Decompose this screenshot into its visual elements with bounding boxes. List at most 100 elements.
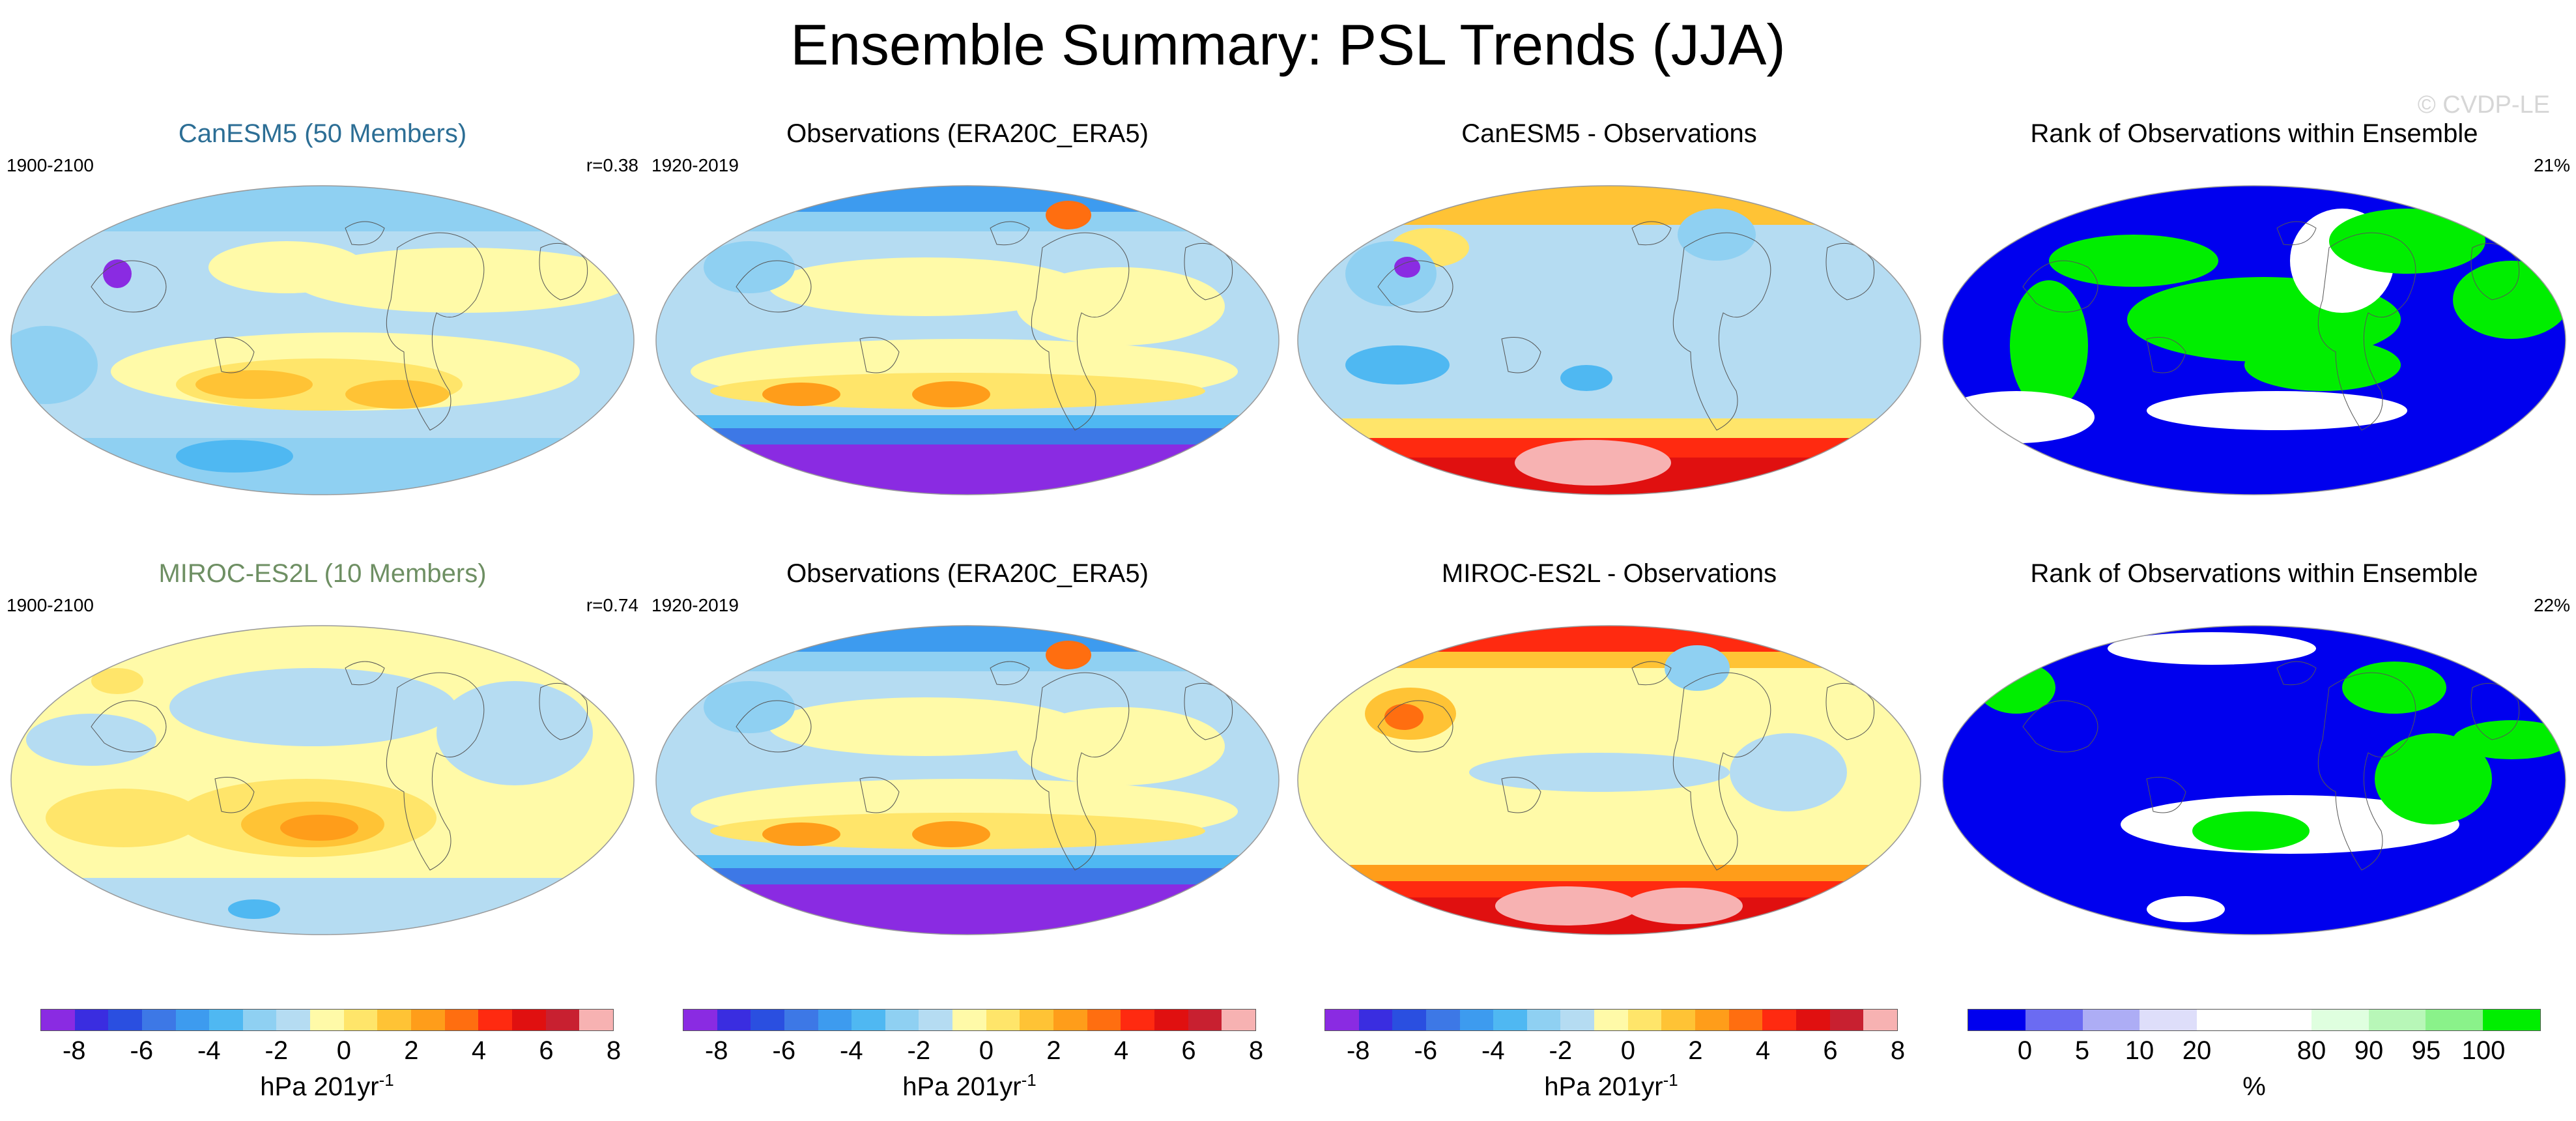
panel-stat-label: r=0.74 xyxy=(586,595,638,615)
map-panel-2-4: Rank of Observations within Ensemble 22% xyxy=(1938,557,2570,961)
figure-title: Ensemble Summary: PSL Trends (JJA) xyxy=(790,12,1786,77)
colorbar-swatch xyxy=(511,1010,546,1030)
field-band xyxy=(656,855,1279,868)
coastline-outline xyxy=(1377,661,1875,871)
field-anomaly xyxy=(762,383,840,406)
field-anomaly xyxy=(26,714,156,766)
field-anomaly xyxy=(1345,345,1450,385)
colorbar-swatch xyxy=(818,1010,852,1030)
coastline-outline xyxy=(1377,221,1875,431)
colorbar-swatch xyxy=(175,1010,210,1030)
colorbar-swatch xyxy=(2140,1010,2197,1030)
colorbar-swatch xyxy=(411,1010,445,1030)
colorbar-swatch xyxy=(784,1010,818,1030)
colorbar-tick-label: -2 xyxy=(907,1036,931,1065)
colorbar-swatch xyxy=(108,1010,142,1030)
colorbar-swatch xyxy=(1121,1010,1154,1030)
colorbar-tick-label: 0 xyxy=(336,1036,351,1065)
map-panel-2-3: MIROC-ES2L - Observations xyxy=(1293,557,1925,961)
field-anomaly xyxy=(1384,704,1424,730)
colorbar-tick-label: -8 xyxy=(704,1036,728,1065)
colorbar-swatch xyxy=(1053,1010,1087,1030)
field-anomaly xyxy=(2108,632,2316,665)
colorbar-tick-label: 0 xyxy=(979,1036,994,1065)
colorbar-swatch xyxy=(276,1010,311,1030)
colorbar-tick-label: 6 xyxy=(539,1036,554,1065)
panel-period-label: 1920-2019 xyxy=(651,155,739,175)
field-anomaly xyxy=(1560,365,1612,391)
colorbar-swatch xyxy=(242,1010,277,1030)
field-anomaly xyxy=(704,681,795,733)
colorbar-swatch xyxy=(1222,1010,1255,1030)
field-anomaly xyxy=(2147,391,2407,430)
colorbar-swatch xyxy=(1358,1010,1393,1030)
colorbar-tick-label: -2 xyxy=(1549,1036,1573,1065)
colorbar-swatches xyxy=(683,1009,1256,1031)
colorbar-tick-label: 100 xyxy=(2461,1036,2506,1065)
colorbar-swatch xyxy=(478,1010,512,1030)
colorbar-swatch xyxy=(310,1010,344,1030)
panel-title: CanESM5 - Observations xyxy=(1461,119,1757,148)
colorbar-tick-label: -4 xyxy=(840,1036,863,1065)
colorbar-swatch xyxy=(1020,1010,1054,1030)
map-panel-1-4: Rank of Observations within Ensemble 21% xyxy=(1938,117,2570,521)
colorbar-1: -8 -6 -4 -2 0 2 4 6 8 hPa 201yr-1 xyxy=(40,1009,621,1113)
colorbar-tick-label: 95 xyxy=(2411,1036,2441,1065)
world-map xyxy=(1297,625,1921,935)
panel-stat-label: 22% xyxy=(2533,595,2570,615)
field-anomaly xyxy=(228,899,280,919)
colorbar-tick-label: 4 xyxy=(471,1036,487,1065)
colorbar-tick-label: 6 xyxy=(1823,1036,1838,1065)
field-band xyxy=(1298,186,1921,225)
field-band xyxy=(656,868,1279,884)
field-anomaly xyxy=(912,381,990,407)
colorbar-unit-main: hPa 201yr xyxy=(902,1072,1022,1101)
map-border xyxy=(10,625,635,935)
colorbar-swatch xyxy=(2082,1010,2140,1030)
colorbar-swatches xyxy=(1968,1009,2541,1031)
watermark: © CVDP-LE xyxy=(2417,91,2550,119)
map-border xyxy=(655,185,1280,495)
map-border xyxy=(1942,625,2566,935)
panel-period-label: 1900-2100 xyxy=(7,155,94,175)
colorbar-tick-label: -2 xyxy=(265,1036,289,1065)
colorbar-swatch xyxy=(1325,1010,1359,1030)
colorbar-unit-main: hPa 201yr xyxy=(260,1072,379,1101)
field-band xyxy=(656,626,1279,652)
field-anomaly xyxy=(169,668,456,746)
field-anomaly xyxy=(1394,257,1420,278)
colorbar-tick-label: -4 xyxy=(197,1036,221,1065)
field-anomaly xyxy=(1016,707,1225,785)
colorbar-swatch xyxy=(1087,1010,1121,1030)
map-border xyxy=(1942,185,2566,495)
colorbar-tick-label: -4 xyxy=(1481,1036,1505,1065)
field-band xyxy=(656,186,1279,212)
field-anomaly xyxy=(2049,235,2218,287)
field-anomaly xyxy=(2192,811,2310,851)
map-panel-1-2: Observations (ERA20C_ERA5) 1920-2019 xyxy=(651,117,1283,521)
panel-period-label: 1920-2019 xyxy=(651,595,739,615)
world-map xyxy=(655,625,1280,935)
field-band xyxy=(1298,626,1921,652)
world-map xyxy=(10,625,635,935)
colorbar-unit-label: hPa 201yr-1 xyxy=(40,1070,614,1101)
field-anomaly xyxy=(2453,720,2566,759)
colorbar-unit-label: hPa 201yr-1 xyxy=(1324,1070,1898,1101)
field-band xyxy=(656,428,1279,444)
colorbar-swatch xyxy=(1493,1010,1527,1030)
panel-title: CanESM5 (50 Members) xyxy=(178,119,467,148)
panel-stat-label: 21% xyxy=(2533,155,2570,175)
field-anomaly xyxy=(2453,261,2566,339)
colorbar-swatch xyxy=(1459,1010,1494,1030)
colorbar-tick-label: 5 xyxy=(2074,1036,2090,1065)
colorbar-swatch xyxy=(1594,1010,1628,1030)
colorbar-swatch xyxy=(1560,1010,1595,1030)
field-anomaly xyxy=(1345,241,1437,306)
colorbar-swatch xyxy=(751,1010,784,1030)
colorbar-swatch xyxy=(141,1010,176,1030)
field-band xyxy=(656,212,1279,231)
field-anomaly xyxy=(1495,886,1639,925)
colorbar-swatch xyxy=(377,1010,412,1030)
coastline-outline xyxy=(91,661,588,871)
colorbar-swatch xyxy=(579,1010,613,1030)
